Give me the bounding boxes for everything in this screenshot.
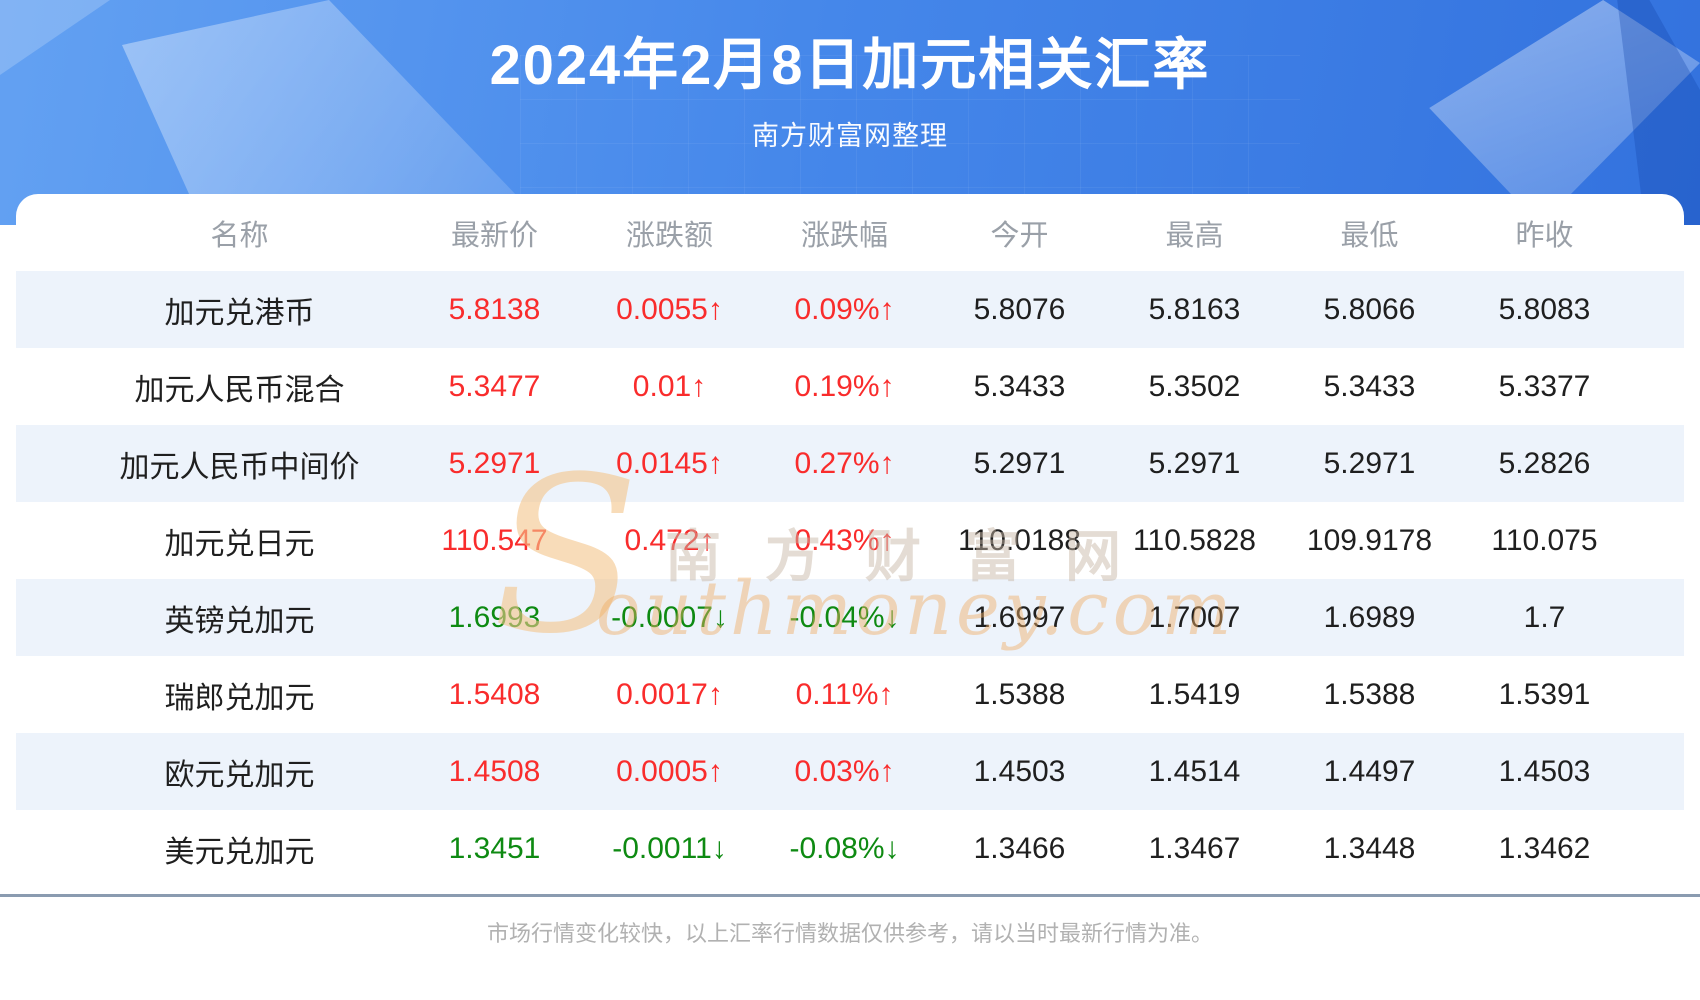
cell-change: 0.0005↑ [616, 754, 723, 788]
cell-open: 1.6997 [973, 600, 1066, 634]
cell-open: 5.3433 [973, 369, 1066, 403]
cell-low: 1.6989 [1323, 600, 1416, 634]
cell-currency-pair: 加元兑日元 [164, 527, 315, 561]
cell-low: 5.2971 [1323, 446, 1416, 480]
cell-latest: 5.3477 [448, 369, 541, 403]
col-header-high: 最高 [1165, 219, 1224, 252]
cell-change: -0.0011↓ [612, 831, 727, 865]
cell-prev-close: 1.3462 [1498, 831, 1591, 865]
col-header-change-pct: 涨跌幅 [800, 219, 888, 252]
cell-change: 0.01↑ [632, 369, 707, 403]
cell-high: 5.2971 [1148, 446, 1241, 480]
cell-currency-pair: 加元人民币中间价 [119, 450, 360, 484]
cell-change-pct: 0.19%↑ [794, 369, 895, 403]
table-row: 欧元兑加元 1.4508 0.0005↑ 0.03%↑ 1.4503 1.451… [16, 733, 1684, 810]
cell-high: 5.3502 [1148, 369, 1241, 403]
cell-high: 1.7007 [1148, 600, 1241, 634]
cell-latest: 1.5408 [448, 677, 541, 711]
cell-latest: 1.4508 [448, 754, 541, 788]
cell-change: -0.0007↓ [611, 600, 728, 634]
table-row: 瑞郎兑加元 1.5408 0.0017↑ 0.11%↑ 1.5388 1.541… [16, 656, 1684, 733]
cell-latest: 1.6993 [448, 600, 541, 634]
cell-low: 109.9178 [1306, 523, 1433, 557]
cell-low: 5.3433 [1323, 369, 1416, 403]
cell-change: 0.0017↑ [616, 677, 723, 711]
cell-low: 5.8066 [1323, 292, 1416, 326]
cell-change-pct: -0.04%↓ [789, 600, 900, 634]
table-row: 英镑兑加元 1.6993 -0.0007↓ -0.04%↓ 1.6997 1.7… [16, 579, 1684, 656]
cell-change: 0.0145↑ [616, 446, 723, 480]
page-subtitle: 南方财富网整理 [752, 121, 948, 151]
cell-prev-close: 5.3377 [1498, 369, 1591, 403]
cell-currency-pair: 欧元兑加元 [164, 758, 315, 792]
cell-prev-close: 1.4503 [1498, 754, 1591, 788]
cell-change: 0.472↑ [624, 523, 715, 557]
cell-open: 1.3466 [973, 831, 1066, 865]
disclaimer-text: 市场行情变化较快，以上汇率行情数据仅供参考，请以当时最新行情为准。 [486, 921, 1213, 946]
cell-change-pct: 0.09%↑ [794, 292, 895, 326]
cell-change-pct: 0.03%↑ [794, 754, 895, 788]
col-header-open: 今开 [990, 219, 1049, 252]
cell-prev-close: 110.075 [1491, 523, 1598, 557]
table-row: 加元兑港币 5.8138 0.0055↑ 0.09%↑ 5.8076 5.816… [16, 271, 1684, 348]
cell-latest: 5.2971 [448, 446, 541, 480]
cell-latest: 5.8138 [448, 292, 541, 326]
cell-prev-close: 5.2826 [1498, 446, 1591, 480]
cell-latest: 110.547 [441, 523, 548, 557]
col-header-prev-close: 昨收 [1515, 219, 1574, 252]
table-row: 加元人民币混合 5.3477 0.01↑ 0.19%↑ 5.3433 5.350… [16, 348, 1684, 425]
cell-high: 5.8163 [1148, 292, 1241, 326]
cell-currency-pair: 英镑兑加元 [164, 604, 315, 638]
cell-currency-pair: 瑞郎兑加元 [164, 681, 315, 715]
header-banner: 2024年2月8日加元相关汇率 南方财富网整理 [0, 0, 1700, 225]
cell-change: 0.0055↑ [616, 292, 723, 326]
cell-prev-close: 1.7 [1523, 600, 1566, 634]
cell-low: 1.4497 [1323, 754, 1416, 788]
cell-currency-pair: 美元兑加元 [164, 835, 315, 869]
cell-currency-pair: 加元兑港币 [164, 296, 315, 330]
cell-high: 1.3467 [1148, 831, 1241, 865]
cell-high: 1.4514 [1148, 754, 1241, 788]
footer-divider [0, 894, 1700, 897]
table-body: 加元兑港币 5.8138 0.0055↑ 0.09%↑ 5.8076 5.816… [16, 271, 1684, 887]
rates-table-card: 名称 最新价 涨跌额 涨跌幅 今开 最高 最低 昨收 加元兑港币 5.8138 … [16, 194, 1684, 887]
col-header-name: 名称 [210, 219, 269, 252]
cell-open: 5.8076 [973, 292, 1066, 326]
cell-open: 110.0188 [958, 523, 1081, 557]
col-header-latest: 最新价 [450, 219, 538, 252]
cell-open: 1.5388 [973, 677, 1066, 711]
cell-high: 110.5828 [1133, 523, 1256, 557]
table-row: 美元兑加元 1.3451 -0.0011↓ -0.08%↓ 1.3466 1.3… [16, 810, 1684, 887]
page-title: 2024年2月8日加元相关汇率 [489, 33, 1211, 96]
cell-low: 1.5388 [1323, 677, 1416, 711]
cell-open: 5.2971 [973, 446, 1066, 480]
cell-prev-close: 1.5391 [1498, 677, 1591, 711]
col-header-change: 涨跌额 [625, 219, 713, 252]
cell-high: 1.5419 [1148, 677, 1241, 711]
cell-low: 1.3448 [1323, 831, 1416, 865]
cell-change-pct: -0.08%↓ [789, 831, 900, 865]
cell-currency-pair: 加元人民币混合 [134, 373, 345, 407]
cell-open: 1.4503 [973, 754, 1066, 788]
cell-change-pct: 0.43%↑ [794, 523, 895, 557]
cell-latest: 1.3451 [448, 831, 541, 865]
table-row: 加元兑日元 110.547 0.472↑ 0.43%↑ 110.0188 110… [16, 502, 1684, 579]
cell-prev-close: 5.8083 [1498, 292, 1591, 326]
cell-change-pct: 0.27%↑ [794, 446, 895, 480]
table-row: 加元人民币中间价 5.2971 0.0145↑ 0.27%↑ 5.2971 5.… [16, 425, 1684, 502]
cell-change-pct: 0.11%↑ [795, 677, 894, 711]
table-header-row: 名称 最新价 涨跌额 涨跌幅 今开 最高 最低 昨收 [16, 194, 1684, 271]
col-header-low: 最低 [1340, 219, 1399, 252]
